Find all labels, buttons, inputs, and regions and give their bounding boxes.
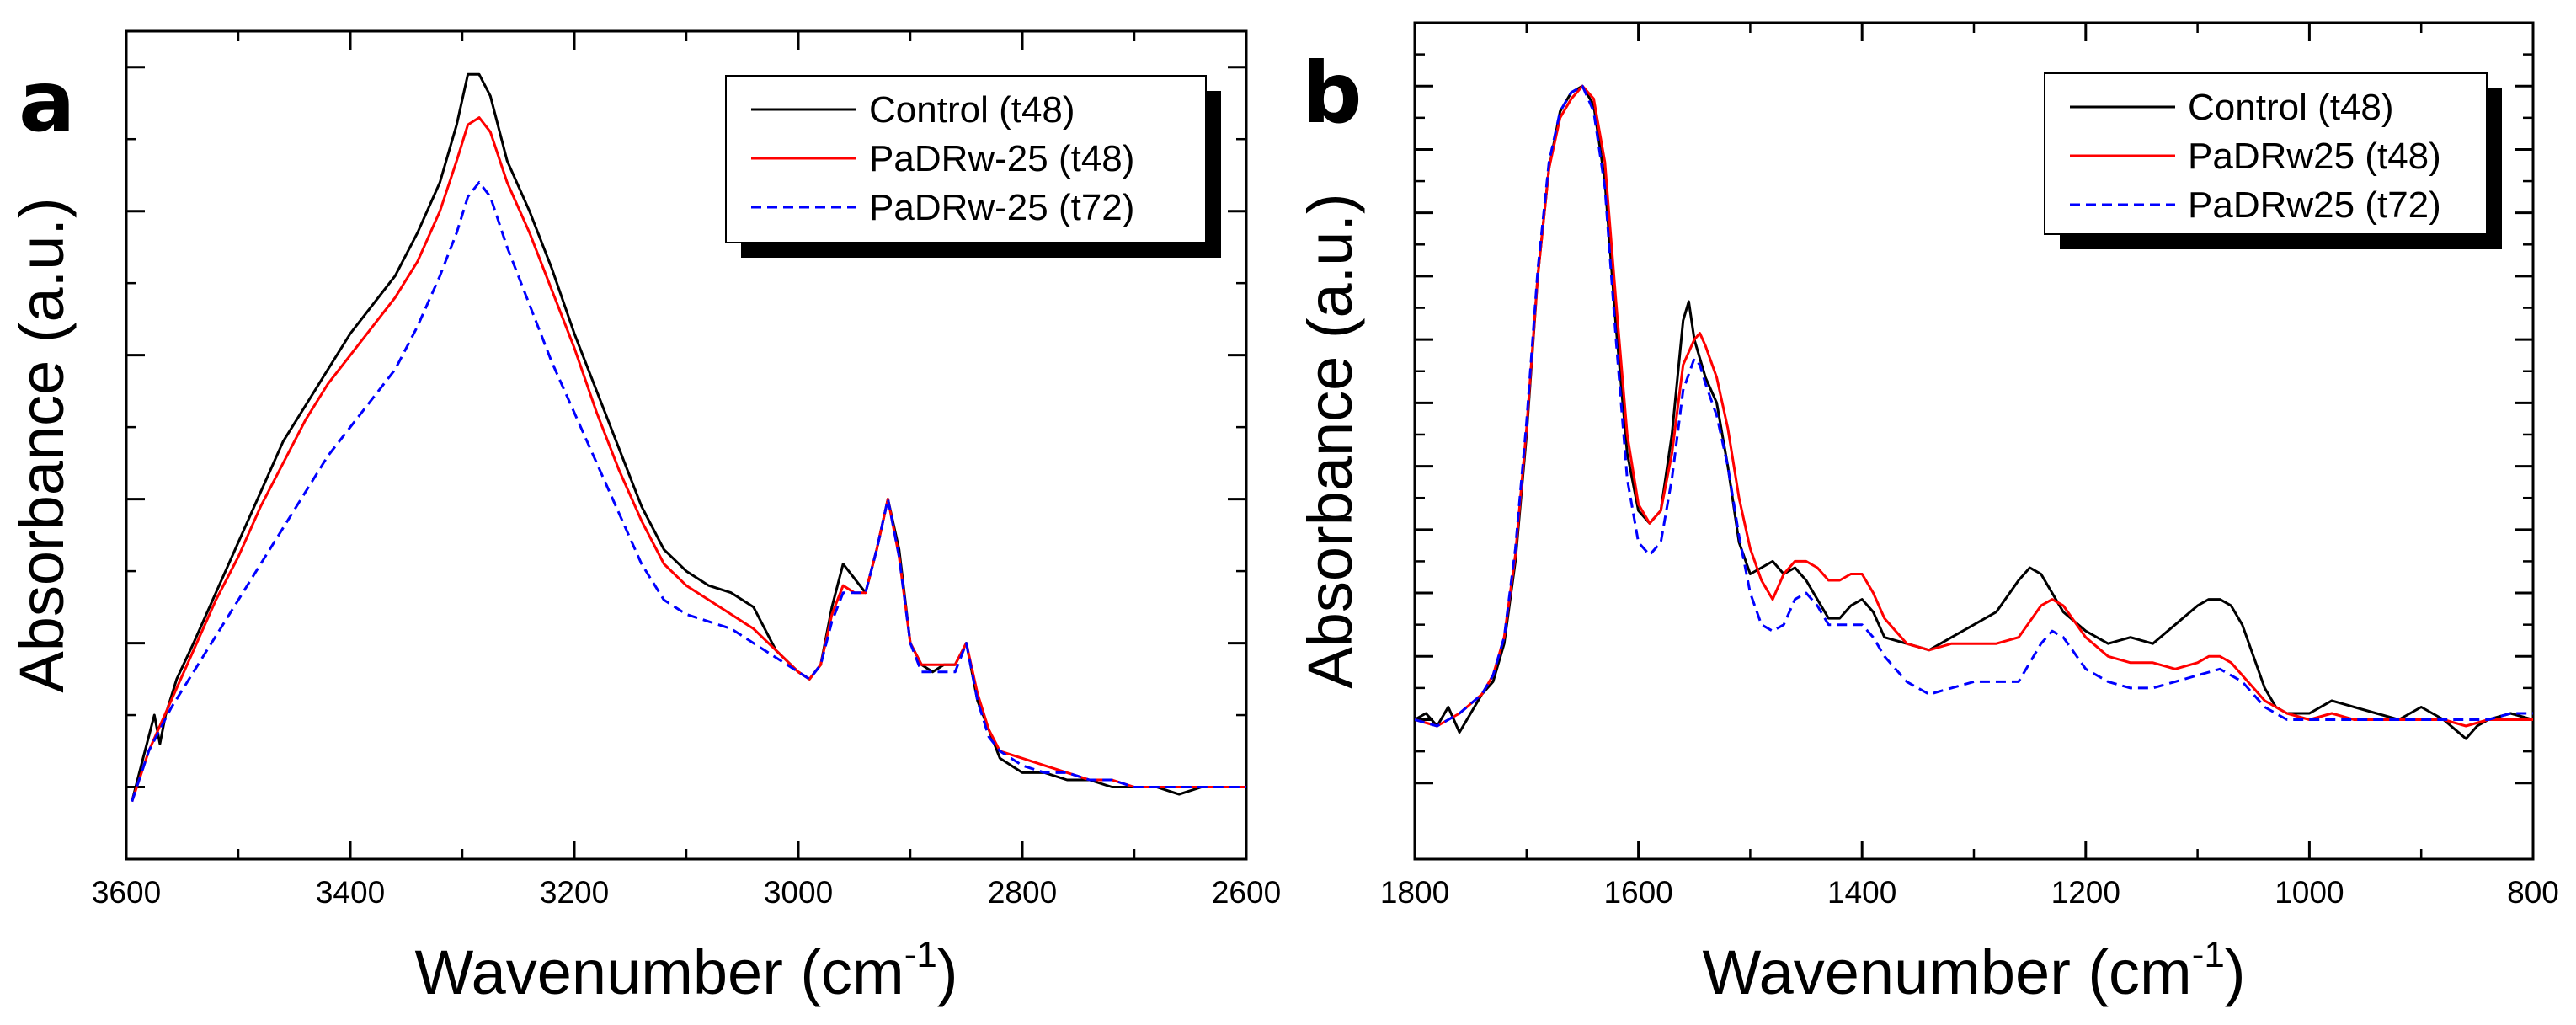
panel-letter: a bbox=[19, 52, 75, 151]
panel-a: a 3600 3400 3200 3000 2800 2600 Wavenumber (cm-… bbox=[7, 29, 1281, 1007]
x-tick-label: 2800 bbox=[988, 875, 1057, 910]
x-tick-label: 800 bbox=[2507, 875, 2559, 910]
legend: Control (t48) PaDRw25 (t48) PaDRw25 (t72) bbox=[2044, 72, 2502, 249]
legend-label: PaDRw25 (t72) bbox=[2188, 184, 2441, 226]
series-line-3 bbox=[1415, 84, 2533, 728]
x-tick-label: 1400 bbox=[1827, 875, 1896, 910]
series-group bbox=[1415, 84, 2533, 740]
x-axis-title: Wavenumber (cm-1) bbox=[415, 934, 958, 1007]
x-tick-label: 1800 bbox=[1380, 875, 1449, 910]
x-tick-label: 3200 bbox=[540, 875, 609, 910]
x-tick-label: 3400 bbox=[316, 875, 385, 910]
legend-label: PaDRw-25 (t72) bbox=[869, 187, 1134, 228]
legend: Control (t48) PaDRw-25 (t48) PaDRw-25 (t72… bbox=[725, 75, 1221, 258]
x-tick-label: 3600 bbox=[92, 875, 161, 910]
x-tick-label: 1200 bbox=[2051, 875, 2120, 910]
series-line-1 bbox=[131, 72, 1246, 802]
y-axis-title: Absorbance (a.u.) bbox=[1295, 193, 1365, 688]
legend-label: Control (t48) bbox=[2188, 87, 2394, 128]
legend-label: Control (t48) bbox=[869, 89, 1075, 131]
x-tick-label: 1600 bbox=[1603, 875, 1672, 910]
legend-label: PaDRw-25 (t48) bbox=[869, 138, 1134, 179]
y-axis-title: Absorbance (a.u.) bbox=[7, 197, 77, 692]
legend-label: PaDRw25 (t48) bbox=[2188, 136, 2441, 177]
x-tick-label: 3000 bbox=[764, 875, 833, 910]
panel-letter: b bbox=[1302, 44, 1363, 142]
x-tick-label: 1000 bbox=[2275, 875, 2344, 910]
x-axis-title: Wavenumber (cm-1) bbox=[1703, 934, 2246, 1007]
series-group bbox=[131, 72, 1246, 803]
legend-box bbox=[2044, 72, 2488, 235]
series-line-2 bbox=[1415, 84, 2533, 728]
panel-b: b 1800 1600 1400 1200 1000 800 Wavenumber (cm-1… bbox=[1295, 21, 2559, 1007]
series-line-2 bbox=[131, 116, 1246, 803]
series-line-3 bbox=[131, 181, 1246, 803]
x-tick-label: 2600 bbox=[1212, 875, 1281, 910]
